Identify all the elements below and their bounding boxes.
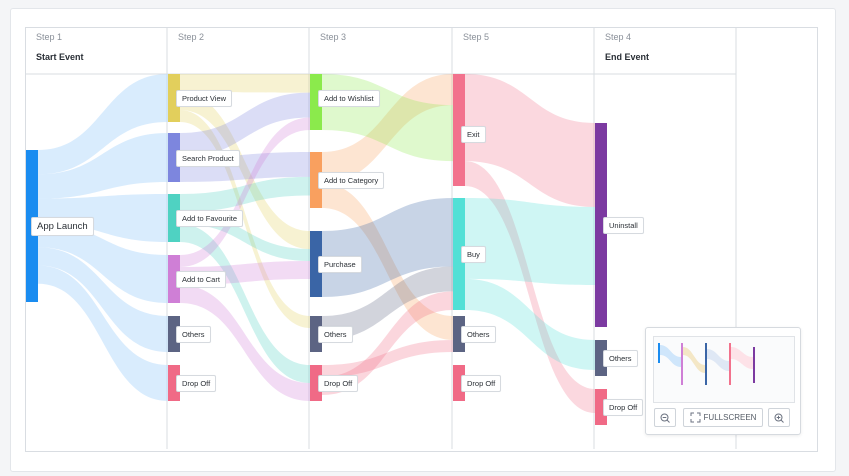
fullscreen-button[interactable]: FULLSCREEN: [683, 408, 763, 427]
sankey-node-others_3[interactable]: [310, 316, 322, 352]
zoom-out-button[interactable]: [654, 408, 676, 427]
sankey-link-search_product-add_to_wishlist[interactable]: [180, 92, 310, 158]
node-label-app_launch: App Launch: [31, 217, 94, 236]
sankey-link-app_launch-add_to_favourite[interactable]: [38, 194, 168, 242]
sankey-link-add_to_favourite-drop_off_3[interactable]: [180, 224, 310, 383]
node-label-others_2: Others: [176, 326, 211, 343]
sankey-node-drop_off_3[interactable]: [310, 365, 322, 401]
sankey-node-others_2[interactable]: [168, 316, 180, 352]
sankey-node-others_4[interactable]: [595, 340, 607, 376]
sankey-link-buy-others_4[interactable]: [465, 278, 595, 370]
node-label-purchase: Purchase: [318, 256, 362, 273]
node-label-drop_off_3: Drop Off: [318, 375, 359, 392]
node-label-buy: Buy: [461, 246, 486, 263]
column-caption: Step 4: [605, 32, 632, 42]
node-label-add_to_wishlist: Add to Wishlist: [318, 90, 380, 107]
sankey-link-drop_off_3-others_5[interactable]: [322, 340, 453, 377]
sankey-link-app_launch-add_to_cart[interactable]: [38, 222, 168, 303]
node-label-add_to_favourite: Add to Favourite: [176, 210, 244, 227]
node-label-search_product: Search Product: [176, 149, 240, 167]
column-heading: End Event: [605, 52, 650, 62]
sankey-link-add_to_category-exit[interactable]: [322, 74, 453, 184]
sankey-link-add_to_cart-add_to_wishlist[interactable]: [180, 117, 310, 267]
node-label-product_view: Product View: [176, 90, 233, 107]
fullscreen-label: FULLSCREEN: [703, 413, 757, 422]
sankey-link-app_launch-search_product[interactable]: [38, 133, 168, 199]
sankey-node-add_to_wishlist[interactable]: [310, 74, 322, 130]
fullscreen-icon: [690, 412, 701, 423]
sankey-node-buy[interactable]: [453, 198, 465, 310]
sankey-node-uninstall[interactable]: [595, 123, 607, 327]
sankey-node-add_to_favourite[interactable]: [168, 194, 180, 242]
sankey-link-drop_off_3-buy[interactable]: [322, 291, 453, 395]
sankey-link-app_launch-product_view[interactable]: [38, 74, 168, 175]
node-label-exit: Exit: [461, 126, 486, 143]
sankey-node-exit[interactable]: [453, 74, 465, 186]
zoom-in-button[interactable]: [768, 408, 790, 427]
column-caption: Step 5: [463, 32, 490, 42]
node-label-add_to_category: Add to Category: [318, 172, 385, 189]
sankey-link-add_to_favourite-add_to_category[interactable]: [180, 176, 310, 212]
minimap-preview: [658, 343, 755, 385]
sankey-link-app_launch-drop_off_2[interactable]: [38, 265, 168, 401]
sankey-link-add_to_cart-drop_off_3[interactable]: [180, 285, 310, 401]
sankey-link-product_view-add_to_wishlist[interactable]: [180, 74, 310, 93]
sankey-node-product_view[interactable]: [168, 74, 180, 122]
sankey-link-buy-uninstall[interactable]: [465, 198, 595, 285]
sankey-node-search_product[interactable]: [168, 133, 180, 182]
sankey-link-exit-uninstall[interactable]: [465, 74, 595, 207]
node-label-drop_off_2: Drop Off: [176, 375, 217, 392]
zoom-out-icon: [660, 413, 670, 423]
node-label-others_5: Others: [461, 326, 496, 343]
sankey-node-drop_off_2[interactable]: [168, 365, 180, 401]
column-caption: Step 3: [320, 32, 347, 42]
node-label-add_to_cart: Add to Cart: [176, 271, 226, 288]
sankey-node-drop_off_5[interactable]: [453, 365, 465, 401]
sankey-link-product_view-purchase[interactable]: [180, 92, 310, 249]
node-label-drop_off_4: Drop Off: [603, 399, 644, 416]
sankey-frame: [25, 27, 818, 452]
sankey-link-app_launch-others_2[interactable]: [38, 247, 168, 352]
sankey-link-exit-drop_off_4[interactable]: [465, 161, 595, 413]
sankey-link-others_3-buy[interactable]: [322, 266, 453, 340]
node-label-uninstall: Uninstall: [603, 217, 644, 234]
column-caption: Step 1: [36, 32, 63, 42]
zoom-in-icon: [774, 413, 784, 423]
sankey-node-purchase[interactable]: [310, 231, 322, 297]
sankey-link-add_to_category-others_5[interactable]: [322, 183, 453, 340]
sankey-link-product_view-others_3[interactable]: [180, 110, 310, 328]
column-heading: Start Event: [36, 52, 84, 62]
sankey-node-others_5[interactable]: [453, 316, 465, 352]
sankey-node-drop_off_4[interactable]: [595, 389, 607, 425]
node-label-others_4: Others: [603, 350, 638, 367]
column-caption: Step 2: [178, 32, 205, 42]
minimap-panel: FULLSCREEN: [645, 327, 801, 435]
node-label-drop_off_5: Drop Off: [461, 375, 502, 392]
minimap-thumbnail[interactable]: [653, 336, 795, 403]
sankey-node-add_to_cart[interactable]: [168, 255, 180, 303]
node-label-others_3: Others: [318, 326, 353, 343]
sankey-node-add_to_category[interactable]: [310, 152, 322, 208]
nodes-layer: [26, 74, 607, 425]
